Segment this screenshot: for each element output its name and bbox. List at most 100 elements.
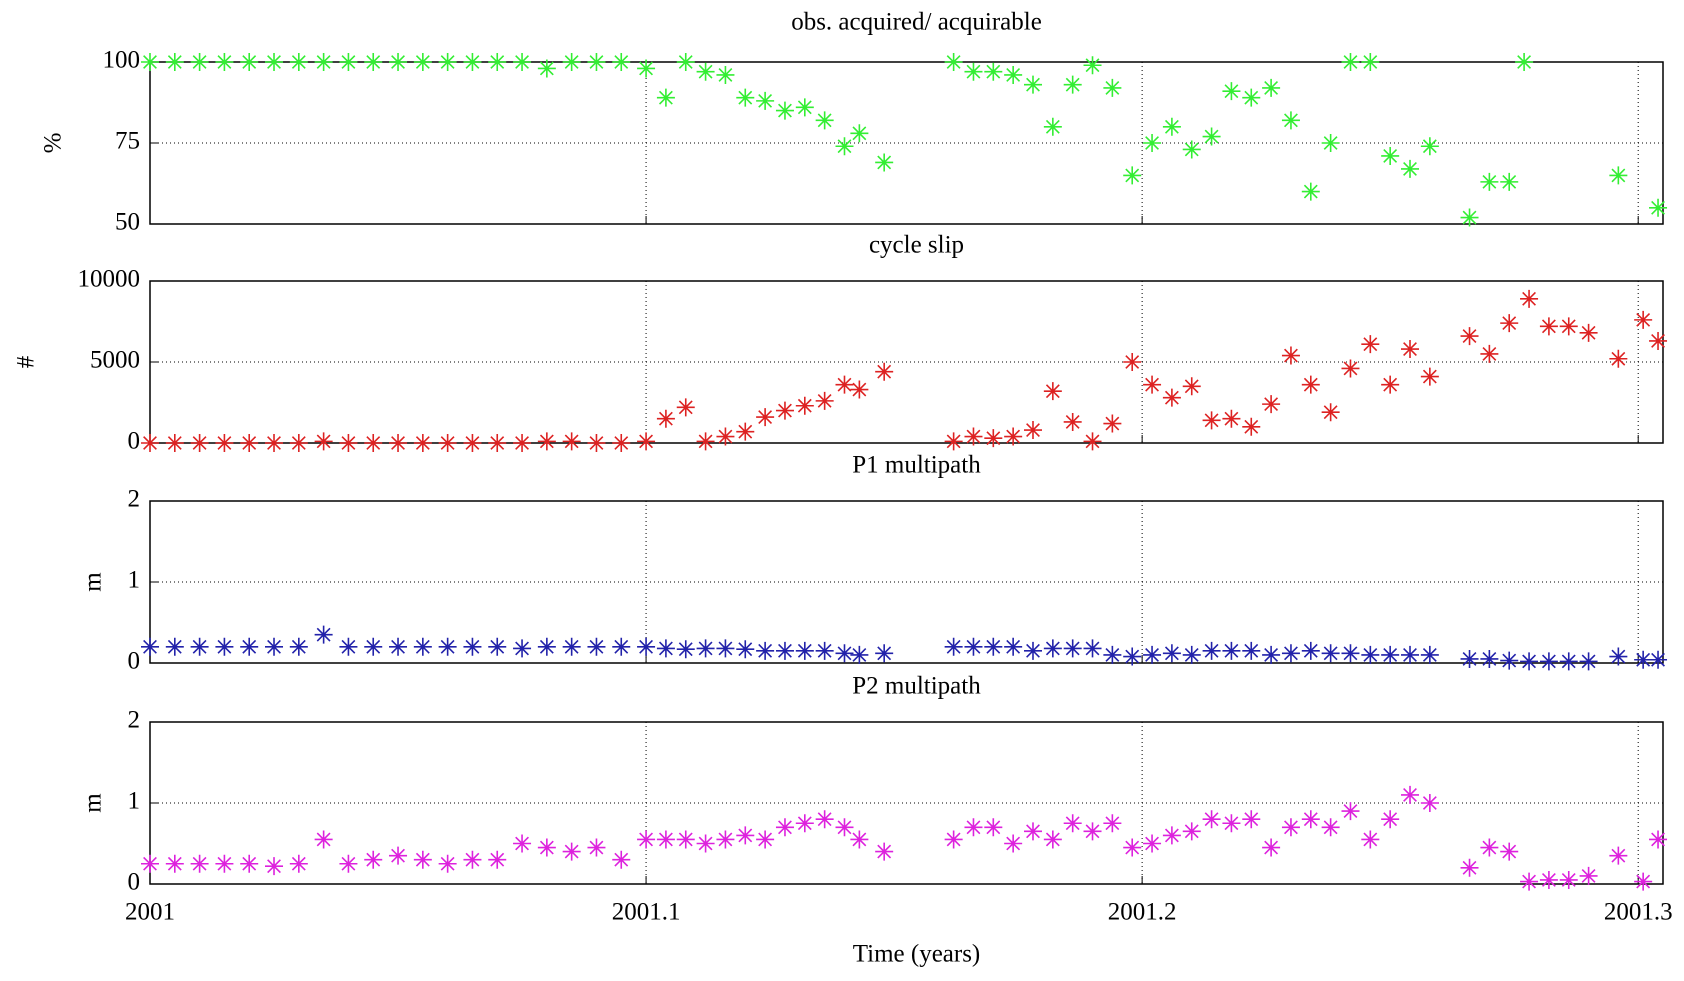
data-point xyxy=(240,434,259,452)
asterisk-marker xyxy=(1361,53,1380,71)
data-point xyxy=(1123,647,1142,666)
data-point xyxy=(240,53,259,71)
data-point xyxy=(1004,427,1023,446)
asterisk-marker xyxy=(1401,785,1420,804)
asterisk-marker xyxy=(736,640,755,659)
data-point xyxy=(1162,388,1181,407)
asterisk-marker xyxy=(1281,346,1300,365)
data-point xyxy=(656,830,675,849)
asterisk-marker xyxy=(1043,639,1062,658)
data-point xyxy=(1401,340,1420,359)
data-point xyxy=(1083,432,1102,451)
data-point xyxy=(587,53,606,71)
asterisk-marker xyxy=(141,53,159,71)
data-point xyxy=(1520,652,1539,671)
data-point xyxy=(1063,75,1082,94)
data-point xyxy=(413,53,432,71)
y-axis-label: m xyxy=(80,793,107,813)
data-point xyxy=(1321,403,1340,422)
asterisk-marker xyxy=(1500,314,1519,333)
asterisk-marker xyxy=(756,641,775,660)
data-point xyxy=(1281,644,1300,663)
data-point xyxy=(1381,645,1400,664)
asterisk-marker xyxy=(612,850,631,869)
asterisk-marker xyxy=(513,639,532,658)
asterisk-marker xyxy=(240,434,259,452)
asterisk-marker xyxy=(1520,872,1539,891)
asterisk-marker xyxy=(696,432,715,451)
data-point xyxy=(676,830,695,849)
y-tick-label: 50 xyxy=(115,209,140,236)
data-point xyxy=(587,434,606,452)
asterisk-marker xyxy=(141,637,159,656)
data-point xyxy=(389,637,408,656)
asterisk-marker xyxy=(875,644,894,663)
asterisk-marker xyxy=(1341,53,1360,71)
asterisk-marker xyxy=(389,434,408,452)
data-point xyxy=(1004,834,1023,853)
y-tick-label: 1 xyxy=(128,788,141,815)
asterisk-marker xyxy=(850,830,869,849)
asterisk-marker xyxy=(537,637,556,656)
y-tick-label: 100 xyxy=(103,47,141,74)
asterisk-marker xyxy=(875,842,894,861)
asterisk-marker xyxy=(1024,822,1042,841)
data-point xyxy=(364,850,383,869)
data-point xyxy=(944,830,963,849)
data-point xyxy=(795,98,814,117)
x-axis-label: Time (years) xyxy=(853,941,981,968)
asterisk-marker xyxy=(1460,649,1479,668)
data-point xyxy=(1123,353,1142,371)
data-point xyxy=(1301,810,1320,829)
data-point xyxy=(815,810,834,829)
asterisk-marker xyxy=(1182,140,1201,159)
data-point xyxy=(1500,172,1519,191)
data-point xyxy=(339,854,358,873)
data-point xyxy=(190,854,209,873)
asterisk-marker xyxy=(463,850,482,869)
asterisk-marker xyxy=(1083,822,1102,841)
data-point xyxy=(141,53,159,71)
asterisk-marker xyxy=(1024,75,1042,94)
data-point xyxy=(1539,317,1558,336)
asterisk-marker xyxy=(1401,159,1420,178)
data-point xyxy=(756,641,775,660)
panel-title: obs. acquired/ acquirable xyxy=(791,9,1042,36)
data-point xyxy=(314,830,333,849)
asterisk-marker xyxy=(1301,375,1320,394)
asterisk-marker xyxy=(1321,644,1340,663)
y-tick-label: 5000 xyxy=(90,347,140,374)
data-point xyxy=(1361,335,1380,354)
asterisk-marker xyxy=(696,62,715,81)
asterisk-marker xyxy=(513,834,532,853)
data-point xyxy=(1281,818,1300,837)
data-point xyxy=(513,639,532,658)
data-point xyxy=(1043,382,1062,401)
data-point xyxy=(1649,650,1668,669)
data-point xyxy=(413,434,432,452)
asterisk-marker xyxy=(815,810,834,829)
data-point xyxy=(1500,314,1519,333)
asterisk-marker xyxy=(562,637,581,656)
data-point xyxy=(1520,289,1539,308)
data-point xyxy=(513,834,532,853)
asterisk-marker xyxy=(215,53,234,71)
data-point xyxy=(835,375,854,394)
asterisk-marker xyxy=(1281,111,1300,130)
data-point xyxy=(537,838,556,857)
asterisk-marker xyxy=(696,639,715,658)
data-point xyxy=(1634,310,1653,329)
asterisk-marker xyxy=(364,850,383,869)
data-point xyxy=(775,818,794,837)
asterisk-marker xyxy=(1162,644,1181,663)
data-point xyxy=(875,362,894,381)
data-point xyxy=(1222,814,1241,833)
asterisk-marker xyxy=(314,625,333,644)
data-point xyxy=(537,432,556,451)
asterisk-marker xyxy=(656,88,675,107)
asterisk-marker xyxy=(1103,645,1122,664)
data-point xyxy=(438,854,457,873)
asterisk-marker xyxy=(1381,810,1400,829)
asterisk-marker xyxy=(215,637,234,656)
data-point xyxy=(1361,53,1380,71)
